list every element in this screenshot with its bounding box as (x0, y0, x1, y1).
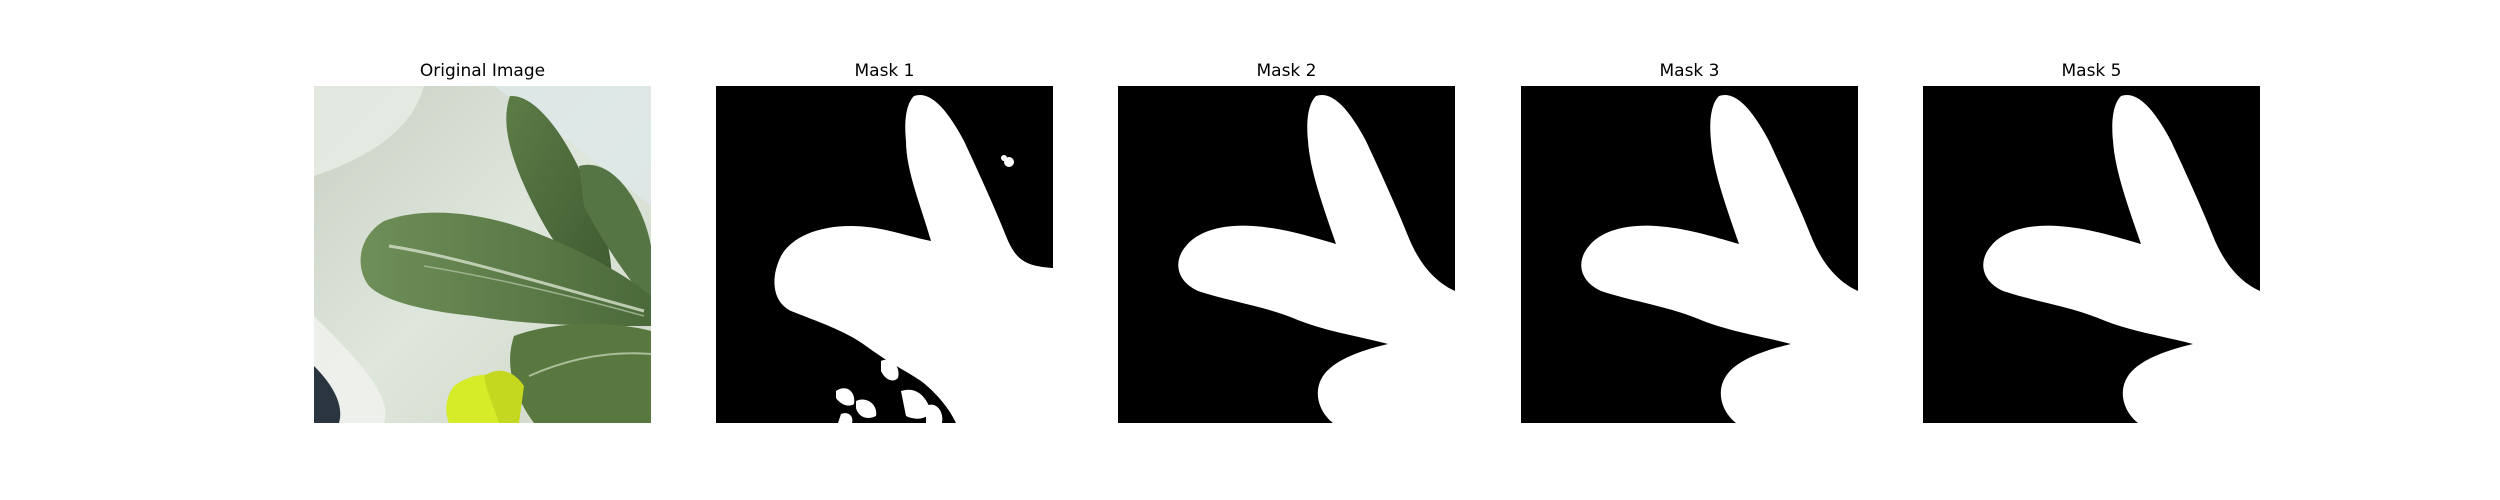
panel-mask-5: Mask 5 (1923, 58, 2260, 423)
mask-image (1923, 86, 2260, 423)
panel-title: Mask 1 (854, 61, 915, 81)
panel-mask-3: Mask 3 (1521, 58, 1858, 423)
panel-mask-1: Mask 1 (716, 58, 1053, 423)
panel-original-image: Original Image (314, 58, 651, 423)
mask-image (716, 86, 1053, 423)
mask-image (1118, 86, 1455, 423)
panel-title: Mask 3 (1659, 61, 1720, 81)
original-plant-photo (314, 86, 651, 423)
panel-title: Mask 5 (2061, 61, 2122, 81)
panel-mask-2: Mask 2 (1118, 58, 1455, 423)
panel-title: Mask 2 (1256, 61, 1317, 81)
mask-image (1521, 86, 1858, 423)
panel-title: Original Image (419, 61, 546, 81)
